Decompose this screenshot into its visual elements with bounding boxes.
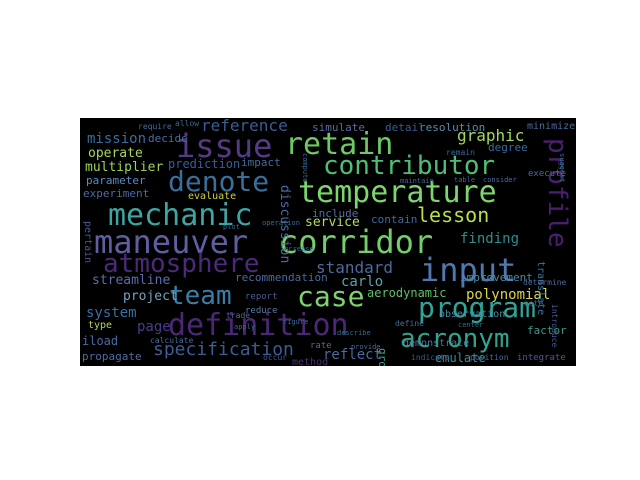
word-consider: consider: [483, 176, 517, 184]
word-profile: profile: [542, 138, 572, 248]
word-corridor: corridor: [279, 223, 434, 261]
word-reflect: reflect: [323, 347, 383, 363]
word-specification: specification: [153, 339, 294, 360]
word-calculate: calculate: [150, 336, 194, 345]
word-cloud: maneuver corridor mechanic temperature retai…: [80, 118, 576, 366]
word-observation: observation: [439, 309, 506, 320]
word-indicate: indicate: [411, 353, 450, 362]
word-retain: retain: [285, 127, 394, 162]
word-finding: finding: [460, 231, 520, 247]
word-method: method: [292, 357, 329, 367]
word-emulate: emulate: [435, 351, 486, 365]
word-simulate: simulate: [312, 121, 365, 134]
word-atmosphere: atmosphere: [103, 249, 260, 279]
word-input: input: [420, 251, 517, 289]
word-project: project: [123, 289, 178, 304]
word-mission: mission: [87, 131, 147, 147]
word-describe: describe: [337, 329, 371, 337]
word-denote: denote: [168, 165, 270, 198]
word-degree: degree: [488, 141, 528, 154]
word-improvement: improvement: [460, 271, 533, 284]
word-temperature: temperature: [298, 175, 497, 210]
word-recommendation: recommendation: [235, 271, 328, 284]
word-parameter: parameter: [86, 174, 146, 187]
word-mechanic: mechanic: [108, 198, 253, 233]
word-propagate: propagate: [82, 350, 142, 363]
word-apply: apply: [234, 323, 256, 331]
word-multiplier: multiplier: [85, 160, 164, 175]
word-polynomial: polynomial: [466, 287, 551, 303]
word-pertain: pertain: [82, 221, 93, 264]
word-table: table: [454, 176, 476, 184]
word-include: include: [312, 207, 359, 220]
word-contain: contain: [371, 213, 418, 226]
word-lesson: lesson: [417, 203, 490, 227]
word-allow: allow: [175, 119, 200, 128]
word-maintain: maintain: [400, 177, 434, 185]
word-reduce: reduce: [245, 306, 278, 316]
word-define: define: [395, 319, 424, 328]
word-definition: definition: [168, 308, 349, 343]
word-standard: standard: [316, 258, 394, 277]
word-iload: iload: [82, 334, 119, 348]
word-contributor: contributor: [323, 151, 496, 181]
word-resolution: resolution: [419, 121, 486, 134]
word-experiment: experiment: [83, 187, 150, 200]
word-provide: provide: [351, 343, 381, 351]
word-occur: occur: [263, 353, 288, 362]
word-acronym: acronym: [400, 324, 510, 354]
word-compute: compute: [301, 153, 309, 183]
word-demonstrate: demonstrate: [403, 338, 470, 349]
word-program: program: [418, 291, 537, 324]
word-note: note: [524, 299, 544, 308]
word-evaluate: evaluate: [188, 191, 237, 202]
word-page: page: [137, 319, 171, 335]
word-aerodynamic: aerodynamic: [367, 286, 447, 300]
word-determine: determine: [523, 278, 567, 287]
word-suggest: suggest: [558, 153, 566, 183]
word-plot: plot: [223, 223, 240, 231]
word-streamline: streamline: [92, 273, 171, 288]
word-minimize: minimize: [527, 121, 576, 132]
word-trade: trade: [226, 311, 251, 320]
word-case: case: [297, 280, 365, 313]
word-system: system: [86, 305, 137, 321]
word-type: type: [88, 320, 113, 331]
word-rate: rate: [310, 341, 332, 351]
word-team: team: [169, 281, 232, 311]
word-execute: execute: [528, 169, 566, 179]
word-detail: detail: [385, 121, 425, 134]
word-decide: decide: [148, 132, 188, 145]
word-impact: impact: [241, 156, 281, 169]
word-integrate: integrate: [517, 353, 566, 363]
word-reference: reference: [201, 118, 288, 135]
word-increase: increase: [280, 245, 314, 253]
word-service: service: [305, 215, 360, 230]
word-maneuver: maneuver: [94, 223, 249, 261]
word-introduce: introduce: [550, 304, 559, 348]
word-graphic: graphic: [457, 126, 525, 145]
word-operation: operation: [262, 219, 300, 227]
word-remain: remain: [446, 148, 475, 157]
word-issue: issue: [176, 127, 273, 165]
word-figure: figure: [283, 318, 309, 326]
word-factor: factor: [527, 324, 567, 337]
word-center: center: [458, 321, 484, 329]
word-carlo: carlo: [341, 274, 384, 290]
word-report: report: [245, 292, 278, 302]
word-require: require: [138, 122, 172, 131]
word-prediction: prediction: [168, 157, 241, 171]
word-position: position: [470, 353, 509, 362]
word-operate: operate: [88, 146, 143, 161]
